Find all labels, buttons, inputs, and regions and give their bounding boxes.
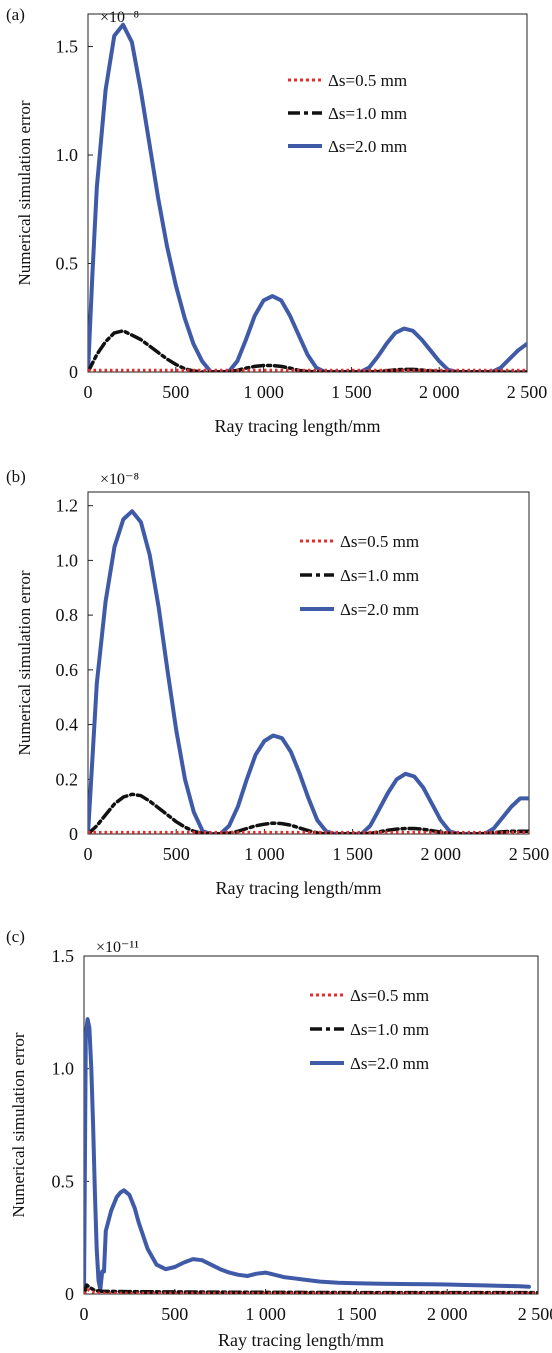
legend-label: Δs=2.0 mm bbox=[340, 600, 419, 619]
y-tick-label: 0 bbox=[65, 1284, 74, 1304]
y-tick-label: 1.5 bbox=[52, 946, 75, 966]
series-line-ds-1-0 bbox=[88, 792, 529, 834]
y-tick-label: 1.0 bbox=[56, 550, 79, 570]
legend-label: Δs=0.5 mm bbox=[350, 986, 429, 1005]
x-tick-label: 1 000 bbox=[243, 382, 284, 402]
legend-label: Δs=1.0 mm bbox=[328, 104, 407, 123]
y-tick-label: 0.5 bbox=[56, 254, 79, 274]
y-axis-label: Numerical simulation error bbox=[15, 100, 34, 285]
plot-frame bbox=[83, 955, 539, 1295]
x-tick-label: 500 bbox=[161, 1304, 188, 1324]
y-axis-label: Numerical simulation error bbox=[15, 570, 34, 755]
chart-panel-c: (c) ×10⁻¹¹ 0 0.5 1.0 1.5 0 500 1 000 1 500 2 000 2 … bbox=[6, 927, 552, 1350]
y-tick-label: 0.2 bbox=[56, 769, 79, 789]
legend-label: Δs=0.5 mm bbox=[328, 71, 407, 90]
x-tick-label: 2 000 bbox=[419, 382, 460, 402]
axis-multiplier: ×10⁻⁸ bbox=[100, 9, 139, 26]
x-tick-label: 0 bbox=[84, 844, 93, 864]
x-tick-label: 500 bbox=[162, 382, 189, 402]
y-tick-label: 0 bbox=[69, 824, 78, 844]
x-tick-label: 1 000 bbox=[244, 844, 285, 864]
y-tick-label: 0.6 bbox=[56, 660, 79, 680]
chart-panel-b: (b) ×10⁻⁸ 0 0.2 0.4 0.6 0.8 1.0 1.2 0 500 1 000 1 50… bbox=[6, 467, 550, 898]
x-tick-label: 1 500 bbox=[331, 382, 372, 402]
y-tick-label: 1.0 bbox=[56, 145, 79, 165]
y-tick-label: 0.5 bbox=[52, 1171, 75, 1191]
x-tick-label: 2 000 bbox=[427, 1304, 468, 1324]
x-tick-label: 2 500 bbox=[518, 1304, 552, 1324]
legend: Δs=0.5 mm Δs=1.0 mm Δs=2.0 mm bbox=[288, 71, 407, 156]
panel-label: (a) bbox=[6, 5, 25, 24]
x-tick-label: 2 500 bbox=[509, 844, 550, 864]
y-axis-label: Numerical simulation error bbox=[9, 1032, 28, 1217]
chart-panel-a: (a) ×10⁻⁸ 0 0.5 1.0 1.5 0 500 1 000 1 500 2 000 2 5… bbox=[6, 5, 548, 436]
legend: Δs=0.5 mm Δs=1.0 mm Δs=2.0 mm bbox=[310, 986, 429, 1073]
legend-label: Δs=2.0 mm bbox=[350, 1054, 429, 1073]
panel-label: (c) bbox=[6, 927, 25, 946]
series-line-ds-2-0 bbox=[84, 1017, 531, 1294]
x-axis-label: Ray tracing length/mm bbox=[216, 878, 382, 898]
y-tick-label: 0.4 bbox=[56, 715, 79, 735]
plot-frame bbox=[87, 491, 530, 835]
y-tick-label: 1.2 bbox=[56, 496, 79, 516]
legend-label: Δs=2.0 mm bbox=[328, 137, 407, 156]
legend-label: Δs=1.0 mm bbox=[350, 1020, 429, 1039]
y-tick-label: 1.0 bbox=[52, 1059, 75, 1079]
legend-label: Δs=0.5 mm bbox=[340, 532, 419, 551]
x-tick-label: 2 500 bbox=[507, 382, 548, 402]
y-tick-label: 0.8 bbox=[56, 605, 79, 625]
x-axis-label: Ray tracing length/mm bbox=[215, 416, 381, 436]
x-tick-label: 1 000 bbox=[245, 1304, 286, 1324]
plot-frame bbox=[87, 13, 528, 373]
x-tick-label: 500 bbox=[163, 844, 190, 864]
series-line-ds-1-0 bbox=[88, 329, 527, 372]
x-tick-label: 0 bbox=[84, 382, 93, 402]
legend-label: Δs=1.0 mm bbox=[340, 566, 419, 585]
x-axis-label: Ray tracing length/mm bbox=[218, 1330, 384, 1350]
x-tick-label: 2 000 bbox=[421, 844, 462, 864]
y-tick-label: 0 bbox=[69, 362, 78, 382]
axis-multiplier: ×10⁻⁸ bbox=[100, 471, 139, 488]
y-tick-label: 1.5 bbox=[56, 37, 79, 57]
x-tick-label: 1 500 bbox=[336, 1304, 377, 1324]
axis-multiplier: ×10⁻¹¹ bbox=[96, 939, 139, 956]
panel-label: (b) bbox=[6, 467, 26, 486]
legend: Δs=0.5 mm Δs=1.0 mm Δs=2.0 mm bbox=[300, 532, 419, 619]
series-line-ds-2-0 bbox=[88, 509, 529, 834]
x-tick-label: 1 500 bbox=[332, 844, 373, 864]
x-tick-label: 0 bbox=[80, 1304, 89, 1324]
series-line-ds-2-0 bbox=[88, 22, 527, 372]
